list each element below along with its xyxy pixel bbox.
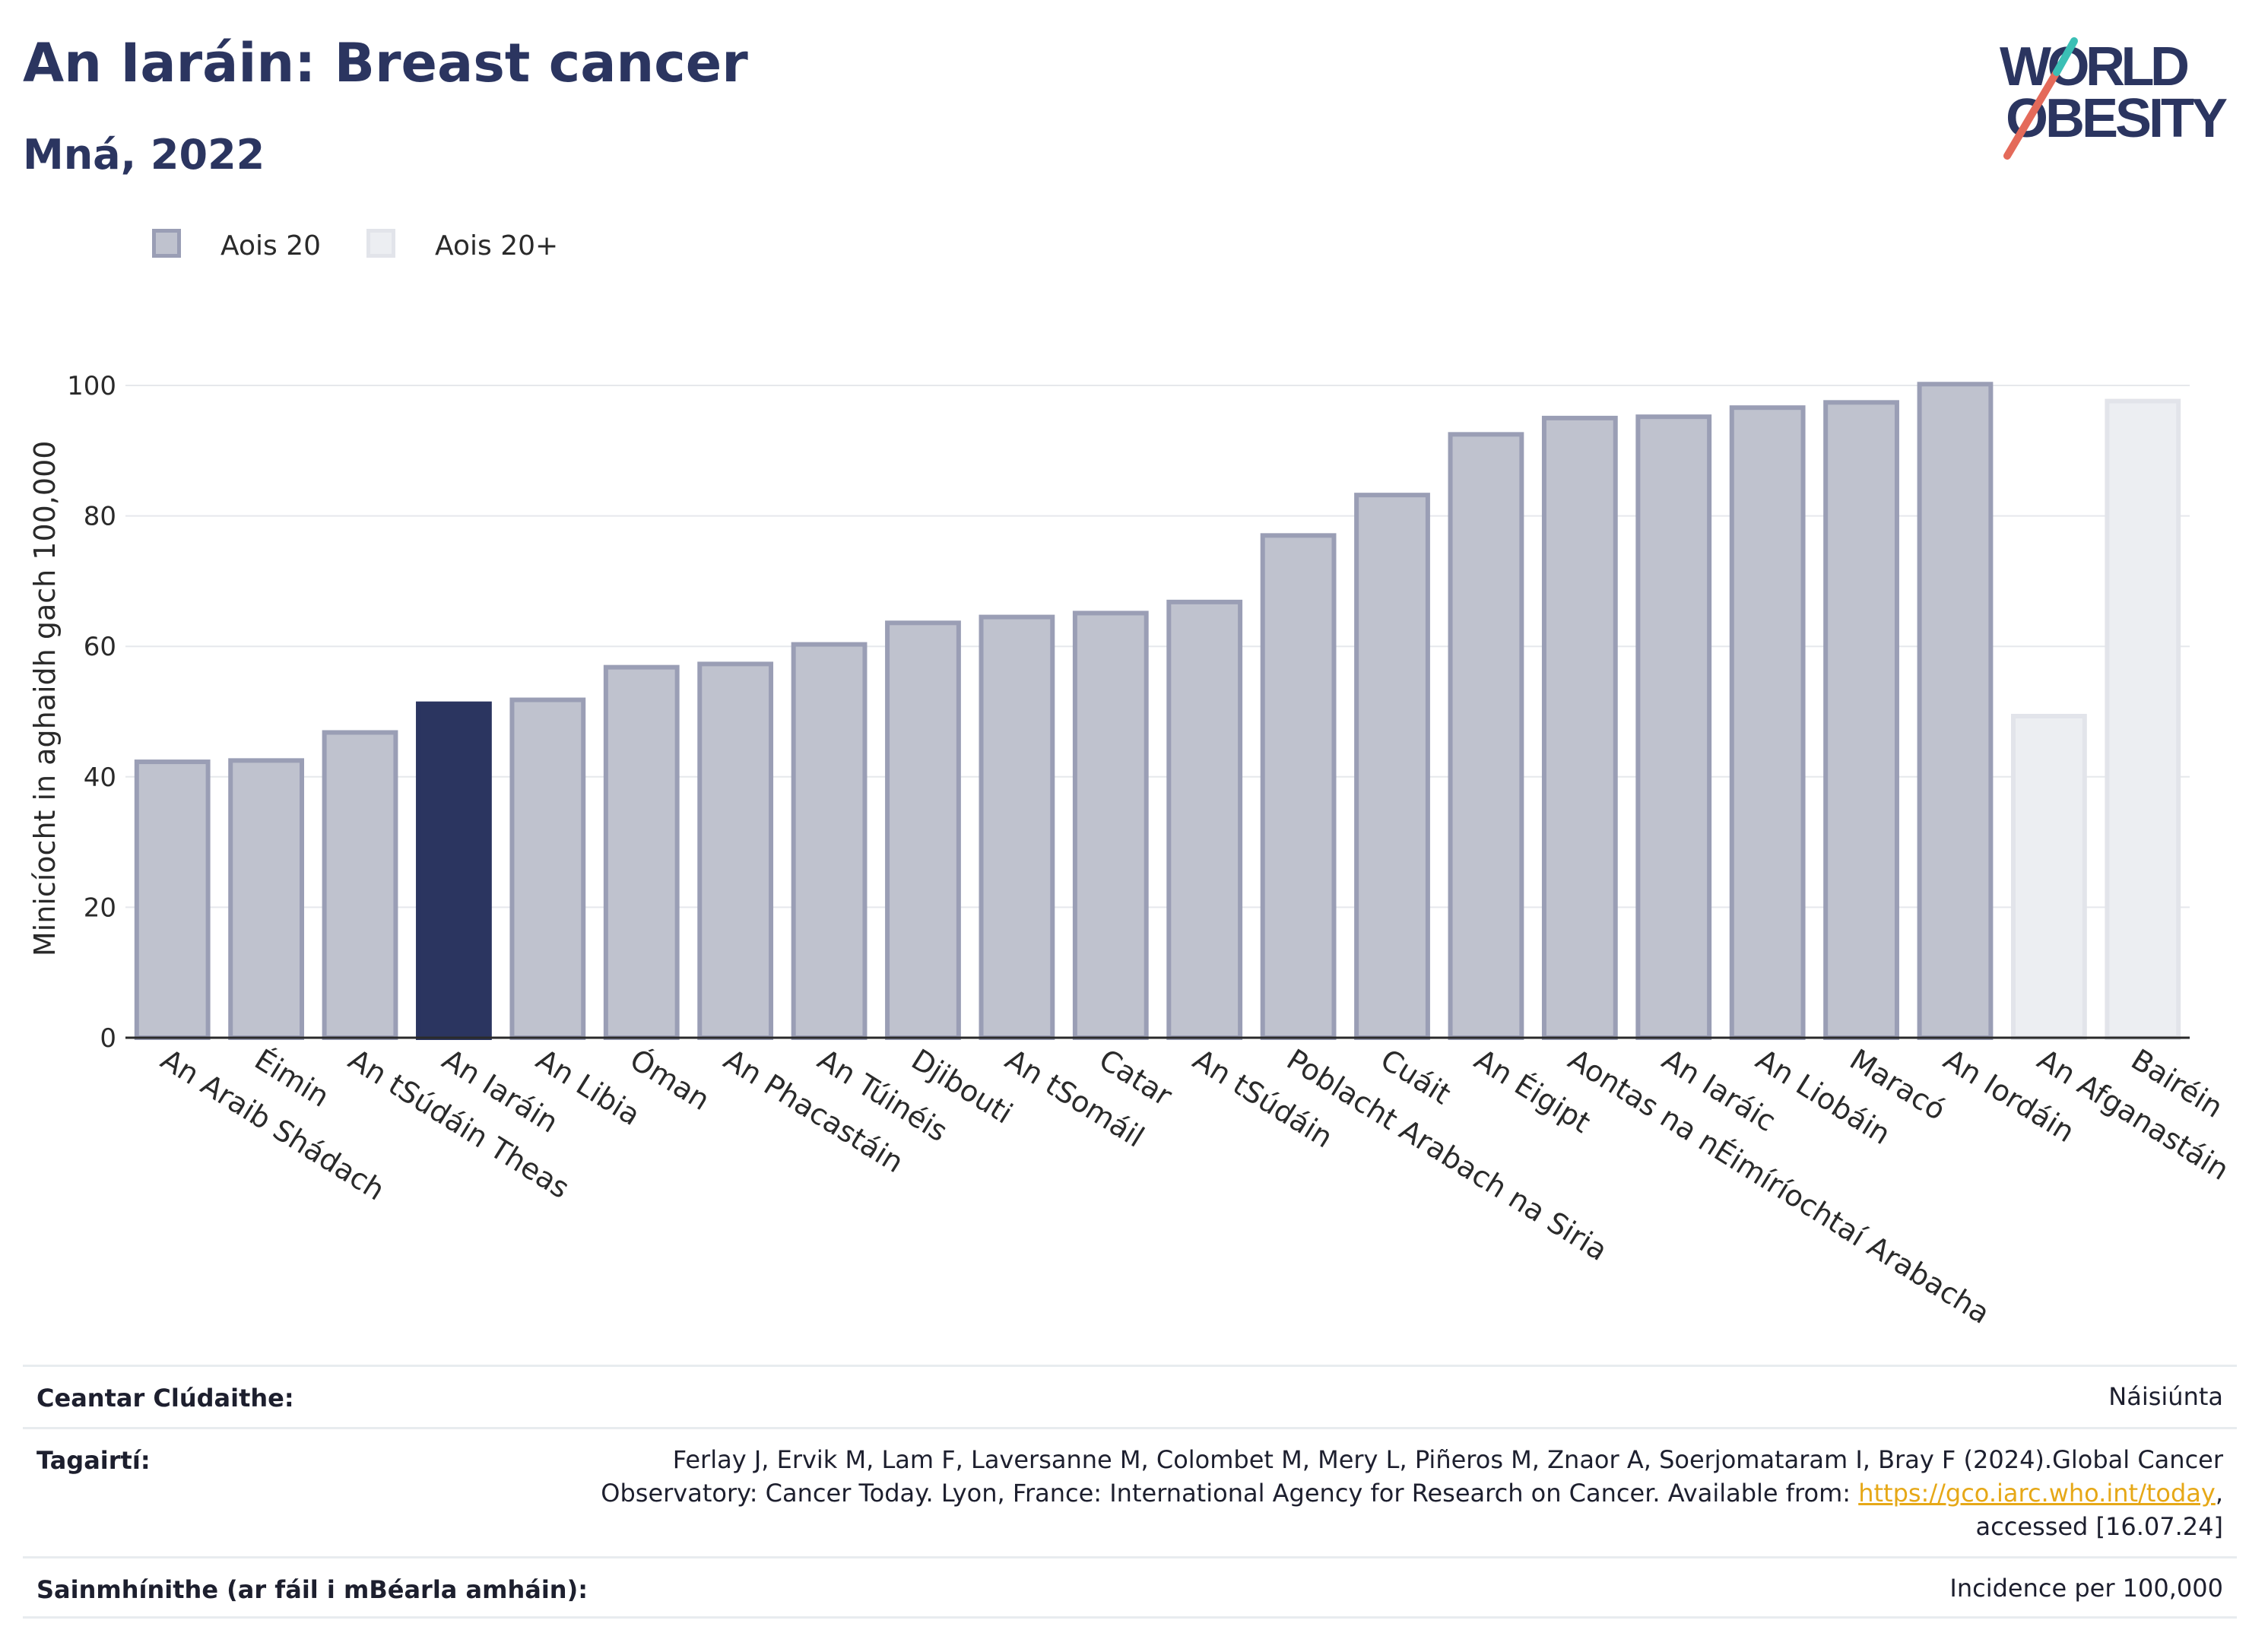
legend-label-age20: Aois 20 bbox=[220, 230, 322, 262]
bar bbox=[322, 730, 398, 1040]
bar-chart: 0 20 40 60 80 100 Minicíocht in aghaidh gach 1… bbox=[28, 371, 2235, 1330]
footer-key-definitions: Sainmhínithe (ar fáil i mBéarla amháin): bbox=[36, 1575, 588, 1604]
bar bbox=[1166, 599, 1243, 1040]
bar bbox=[509, 697, 586, 1041]
legend-swatch-age20 bbox=[152, 229, 181, 258]
reference-link[interactable]: https://gco.iarc.who.int/today bbox=[1858, 1479, 2216, 1508]
reference-line-2-end: , bbox=[2215, 1479, 2223, 1508]
bar bbox=[134, 759, 211, 1040]
bar bbox=[603, 664, 680, 1040]
legend-label-age20plus: Aois 20+ bbox=[435, 230, 559, 262]
chart-subtitle: Mná, 2022 bbox=[23, 131, 265, 179]
y-tick-label: 60 bbox=[84, 632, 116, 662]
bar bbox=[791, 642, 868, 1041]
bar bbox=[416, 701, 492, 1040]
y-tick-label: 40 bbox=[84, 763, 116, 793]
y-tick-label: 20 bbox=[84, 893, 116, 923]
reference-line-1: Ferlay J, Ervik M, Lam F, Laversanne M, … bbox=[672, 1445, 2223, 1474]
footer-row-references: Tagairtí: Ferlay J, Ervik M, Lam F, Lave… bbox=[23, 1427, 2237, 1556]
bar bbox=[2010, 714, 2087, 1040]
reference-line-3: accessed [16.07.24] bbox=[1975, 1512, 2223, 1541]
bar bbox=[1823, 400, 1899, 1041]
bar bbox=[979, 614, 1055, 1040]
bar bbox=[1260, 533, 1337, 1040]
y-axis-label: Minicíocht in aghaidh gach 100,000 bbox=[28, 441, 62, 957]
chart-title: An Iaráin: Breast cancer bbox=[23, 32, 748, 94]
bar bbox=[1354, 493, 1430, 1041]
bar bbox=[1072, 610, 1149, 1040]
bar bbox=[1635, 414, 1712, 1040]
footer-value-definitions: Incidence per 100,000 bbox=[1949, 1574, 2223, 1603]
legend-swatch-age20plus bbox=[366, 229, 395, 258]
y-tick-label: 0 bbox=[100, 1023, 116, 1054]
bar bbox=[1729, 405, 1806, 1040]
footer-key-coverage: Ceantar Clúdaithe: bbox=[36, 1384, 294, 1413]
world-obesity-logo: WORLD OBESITY bbox=[2000, 36, 2228, 160]
footer-key-references: Tagairtí: bbox=[36, 1446, 151, 1475]
reference-line-2: Observatory: Cancer Today. Lyon, France:… bbox=[601, 1476, 2223, 1510]
bar bbox=[1448, 432, 1524, 1041]
metadata-footer: Ceantar Clúdaithe: Náisiúnta Tagairtí: F… bbox=[23, 1365, 2237, 1619]
footer-row-coverage: Ceantar Clúdaithe: Náisiúnta bbox=[23, 1365, 2237, 1427]
bar bbox=[885, 620, 961, 1040]
footer-row-definitions: Sainmhínithe (ar fáil i mBéarla amháin):… bbox=[23, 1556, 2237, 1619]
reference-line-2-text: Observatory: Cancer Today. Lyon, France:… bbox=[601, 1479, 1859, 1508]
bar bbox=[2105, 398, 2181, 1041]
bar bbox=[1917, 382, 1994, 1040]
footer-value-references: Ferlay J, Ervik M, Lam F, Laversanne M, … bbox=[601, 1443, 2223, 1543]
y-tick-label: 100 bbox=[67, 371, 116, 401]
footer-value-coverage: Náisiúnta bbox=[2108, 1382, 2223, 1411]
bar bbox=[697, 661, 774, 1040]
bar bbox=[228, 758, 305, 1040]
y-tick-label: 80 bbox=[84, 502, 116, 532]
bar bbox=[1541, 415, 1618, 1040]
logo-line1: WORLD bbox=[2000, 36, 2190, 97]
